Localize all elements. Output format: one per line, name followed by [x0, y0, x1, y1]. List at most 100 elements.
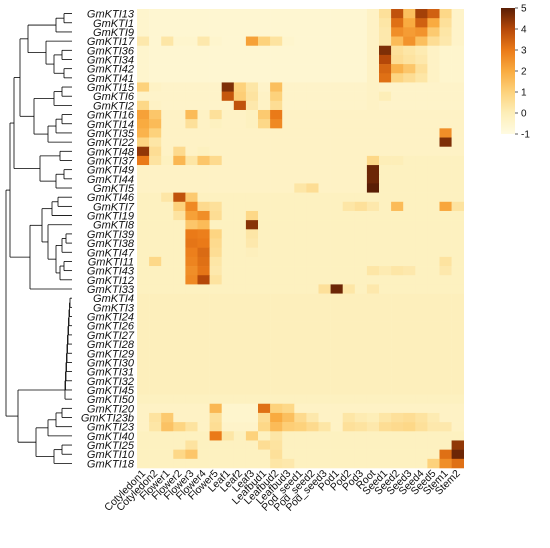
heatmap-cell — [197, 339, 210, 349]
heatmap-cell — [233, 192, 247, 203]
heatmap-cell — [451, 357, 464, 368]
heatmap-cell — [306, 394, 319, 405]
heatmap-cell — [173, 330, 186, 340]
heatmap-cell — [415, 220, 428, 230]
heatmap-cell — [173, 367, 186, 377]
heatmap-cell — [415, 403, 428, 414]
heatmap-cell — [245, 82, 259, 92]
heatmap-cell — [403, 321, 416, 331]
heatmap-cell — [415, 109, 428, 120]
heatmap-cell — [451, 109, 464, 120]
color-legend-ticks: 5 4 3 2 1 0 -1 — [515, 4, 530, 141]
heatmap-cell — [354, 385, 368, 395]
heatmap-cell — [149, 385, 162, 395]
heatmap-cell — [318, 64, 331, 74]
heatmap-cell — [306, 339, 319, 349]
heatmap-cell — [391, 146, 404, 157]
heatmap-cell — [149, 119, 162, 129]
heatmap-cell — [354, 45, 368, 56]
heatmap-cell — [403, 330, 416, 340]
heatmap-cell — [427, 367, 440, 377]
heatmap-cell — [173, 183, 186, 193]
heatmap-cell — [149, 82, 162, 92]
heatmap-cell — [379, 348, 392, 359]
heatmap-cell — [306, 321, 319, 331]
heatmap-cell — [366, 275, 380, 285]
heatmap-cell — [173, 27, 186, 37]
heatmap-cell — [318, 27, 331, 37]
heatmap-cell — [318, 183, 331, 193]
heatmap-cell — [330, 311, 343, 322]
heatmap-cell — [403, 18, 416, 28]
heatmap-cell — [306, 146, 319, 157]
heatmap-cell — [415, 54, 428, 65]
heatmap-cell — [306, 367, 319, 377]
heatmap-cell — [451, 9, 464, 19]
heatmap-cell — [294, 376, 307, 386]
heatmap-cell — [391, 220, 404, 230]
heatmap-cell — [209, 36, 222, 47]
heatmap-cell — [379, 54, 392, 65]
heatmap-cell — [439, 339, 452, 349]
heatmap-cell — [354, 64, 368, 74]
heatmap-cell — [427, 174, 440, 184]
row-label: GmKTI18 — [87, 458, 135, 470]
heatmap-cell — [306, 18, 319, 28]
heatmap-cell — [258, 458, 271, 469]
heatmap-cell — [221, 394, 235, 405]
heatmap-cell — [282, 284, 295, 294]
row-label: GmKTI45 — [87, 385, 135, 397]
heatmap-cell — [294, 64, 307, 74]
heatmap-cell — [245, 385, 259, 395]
heatmap-cell — [306, 266, 319, 276]
heatmap-cell — [354, 440, 368, 450]
row-label: GmKTI23 — [87, 422, 135, 434]
heatmap-cell — [294, 247, 307, 258]
heatmap-cell — [451, 220, 464, 230]
heatmap-cell — [379, 100, 392, 111]
heatmap-cell — [318, 165, 331, 175]
heatmap-cell — [294, 91, 307, 102]
heatmap-cell — [391, 302, 404, 313]
heatmap-cell — [306, 311, 319, 322]
heatmap-cell — [197, 82, 210, 92]
heatmap-cell — [233, 201, 247, 212]
heatmap-cell — [403, 64, 416, 74]
heatmap-cell — [427, 412, 440, 423]
heatmap-cell — [354, 394, 368, 405]
heatmap-cell — [282, 321, 295, 331]
heatmap-cell — [149, 137, 162, 147]
heatmap-cell — [427, 440, 440, 450]
heatmap-cell — [330, 376, 343, 386]
heatmap-cell — [451, 440, 464, 450]
heatmap-cell — [161, 256, 174, 267]
heatmap-cell — [161, 247, 174, 258]
heatmap-cell — [294, 311, 307, 322]
heatmap-cell — [233, 275, 247, 285]
heatmap-cell — [282, 293, 295, 304]
heatmap-cell — [149, 376, 162, 386]
heatmap-cell — [403, 27, 416, 37]
heatmap-cell — [161, 137, 174, 147]
heatmap-cell — [403, 302, 416, 313]
heatmap-cell — [149, 27, 162, 37]
heatmap-cell — [258, 201, 271, 212]
heatmap-cell — [245, 256, 259, 267]
heatmap-cell — [258, 174, 271, 184]
heatmap-cell — [427, 73, 440, 83]
heatmap-cell — [294, 293, 307, 304]
legend-tick-label: 1 — [521, 88, 527, 99]
heatmap-cell — [282, 394, 295, 405]
heatmap-cell — [415, 376, 428, 386]
heatmap-cell — [209, 348, 222, 359]
heatmap-cell — [161, 119, 174, 129]
heatmap-cell — [185, 422, 198, 432]
heatmap-cell — [173, 385, 186, 395]
heatmap-cell — [209, 109, 222, 120]
heatmap-cell — [221, 266, 235, 276]
heatmap-cell — [366, 9, 380, 19]
heatmap-cell — [354, 247, 368, 258]
heatmap-cell — [342, 229, 356, 239]
heatmap-cell — [379, 183, 392, 193]
heatmap-cell — [270, 330, 283, 340]
